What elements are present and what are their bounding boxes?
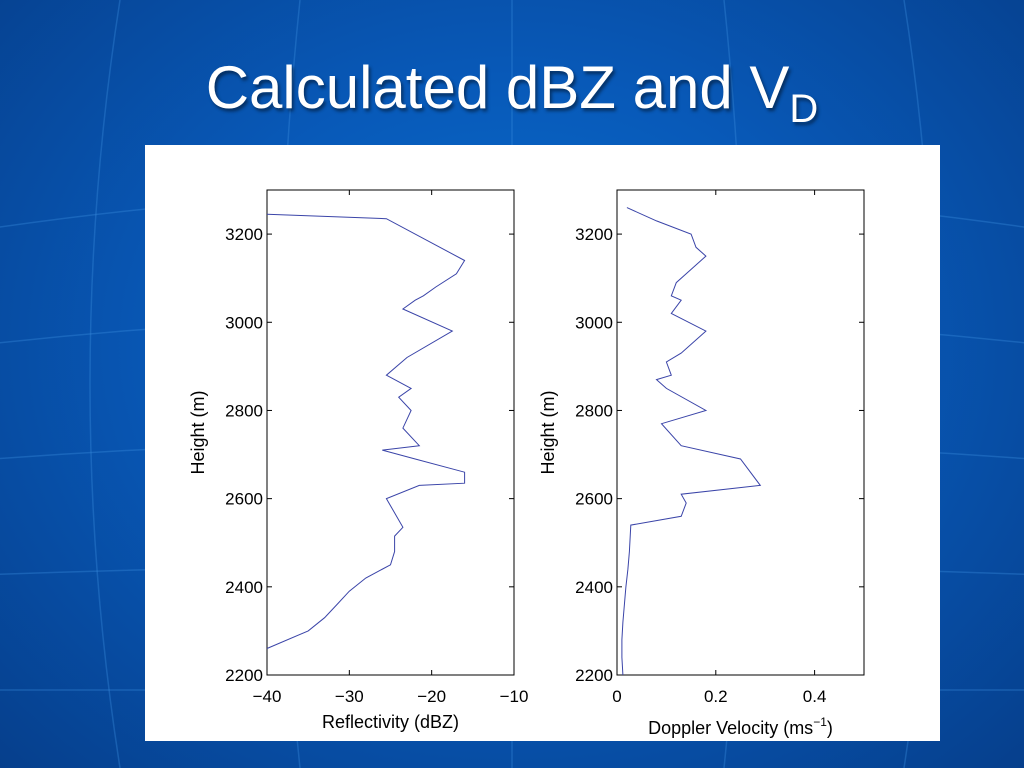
reflectivity-ytick-label: 3000	[225, 313, 263, 332]
velocity-ytick-label: 3200	[575, 225, 613, 244]
velocity-xtick-label: 0	[612, 687, 621, 706]
charts-svg: −40 −30 −20 −10220024002600280030003200Heig…	[188, 189, 865, 738]
velocity-ytick-label: 3000	[575, 313, 613, 332]
reflectivity-xtick-label: −20	[417, 687, 446, 706]
velocity-xlabel: Doppler Velocity (ms−1)	[648, 715, 833, 738]
page-title: Calculated dBZ and VD	[0, 48, 1024, 149]
velocity-xtick-label: 0.4	[803, 687, 827, 706]
velocity-ylabel: Height (m)	[538, 390, 558, 474]
reflectivity-ytick-label: 2400	[225, 578, 263, 597]
velocity-axes-box	[616, 189, 865, 676]
velocity-ytick-label: 2200	[575, 666, 613, 685]
reflectivity-ytick-label: 2600	[225, 490, 263, 509]
xlabel-text: Doppler Velocity (ms	[648, 718, 813, 738]
reflectivity-ytick-label: 2800	[225, 401, 263, 420]
xlabel-superscript: −1	[813, 715, 827, 729]
velocity-xtick-label: 0.2	[704, 687, 728, 706]
reflectivity-ylabel: Height (m)	[188, 390, 208, 474]
reflectivity-xtick-label: −40	[253, 687, 282, 706]
velocity-ytick-label: 2800	[575, 401, 613, 420]
xlabel-end: )	[827, 718, 833, 738]
reflectivity-ytick-label: 2200	[225, 666, 263, 685]
reflectivity-series-line	[266, 213, 466, 649]
velocity-ytick-label: 2400	[575, 578, 613, 597]
reflectivity-ytick-label: 3200	[225, 225, 263, 244]
figure-panel: −40 −30 −20 −10 2200 2400 2600 2800 3000 3200 Heig…	[145, 145, 940, 741]
velocity-ytick-label: 2600	[575, 490, 613, 509]
title-subscript: D	[789, 87, 819, 131]
reflectivity-xtick-label: −30	[335, 687, 364, 706]
reflectivity-axes-box	[266, 189, 515, 676]
title-main: Calculated dBZ and V	[205, 54, 790, 121]
reflectivity-xtick-label: −10	[500, 687, 529, 706]
reflectivity-xlabel: Reflectivity (dBZ)	[322, 712, 459, 732]
velocity-series-line	[621, 207, 762, 676]
